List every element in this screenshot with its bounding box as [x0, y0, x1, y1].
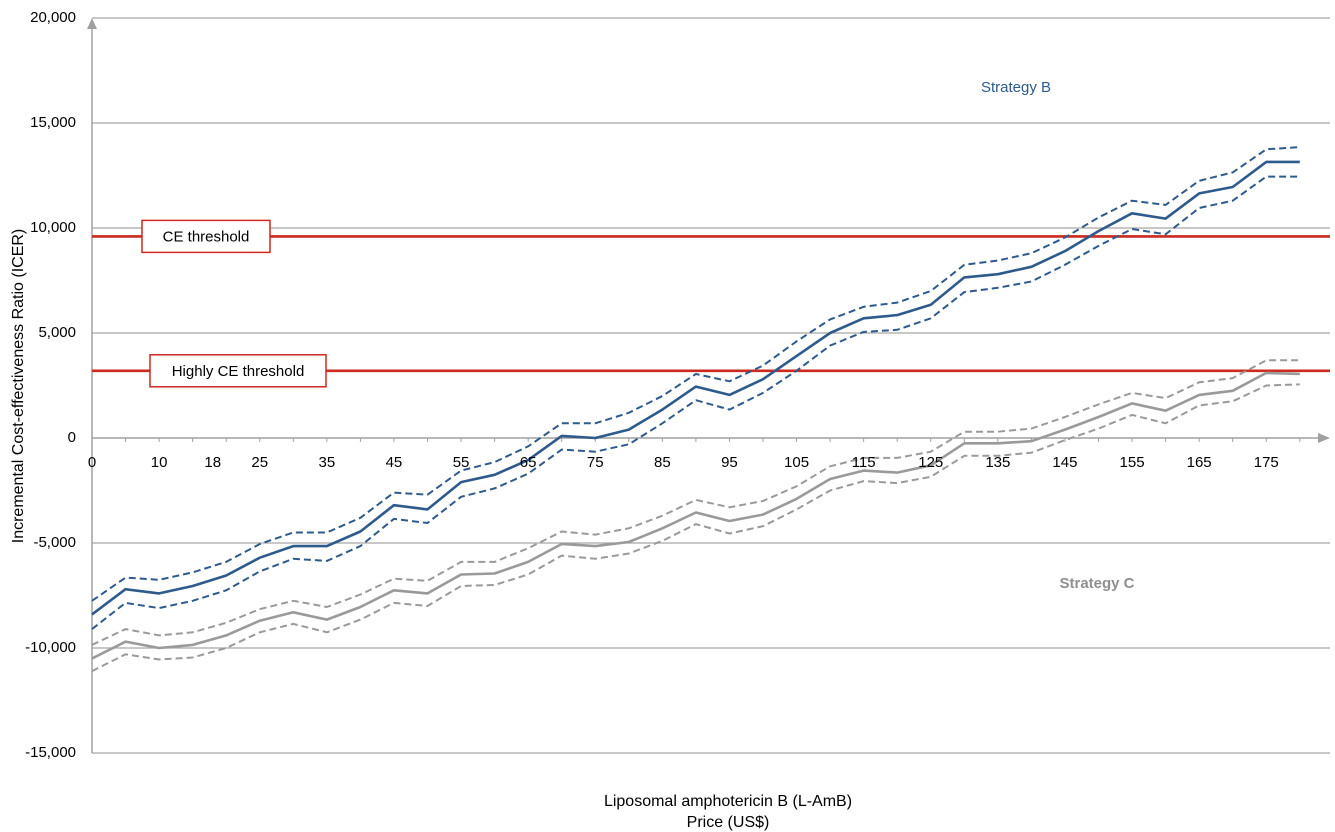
- y-tick-label: -5,000: [33, 534, 76, 551]
- thresholds: [92, 235, 1330, 373]
- series-ci-bound-line: [91, 175, 1300, 630]
- gridlines: [92, 17, 1330, 754]
- x-tick-label: 115: [852, 454, 876, 471]
- y-tick-label: 10,000: [30, 219, 76, 236]
- x-tick-label: 165: [1187, 454, 1212, 471]
- y-tick-label: 0: [68, 429, 76, 446]
- x-tick-labels: 0 10 18 25 35 45 55 65 75 85 95 105 115 125 135 145 155 1…: [88, 454, 1279, 471]
- x-tick-label: 105: [784, 454, 809, 471]
- x-tick-label: 175: [1254, 454, 1279, 471]
- x-tick-label: 85: [654, 454, 671, 471]
- x-tick-label: 145: [1052, 454, 1077, 471]
- y-tick-label: 20,000: [30, 9, 76, 26]
- threshold-label-box: [141, 219, 271, 254]
- x-tick-label: 155: [1120, 454, 1145, 471]
- annotation-strategy-c: Strategy C: [1059, 575, 1134, 592]
- x-tick-label: 0: [88, 454, 96, 471]
- x-tick-label: 35: [319, 454, 336, 471]
- x-tick-label: 55: [453, 454, 470, 471]
- x-axis-title-line-2: Price (US$): [687, 814, 770, 831]
- x-tick-label: 125: [918, 454, 943, 471]
- series-ci-bound-line: [91, 359, 1300, 646]
- series-ci-bound-line: [91, 146, 1300, 602]
- x-axis-arrow-icon: [1318, 433, 1330, 443]
- threshold-label: Highly CE threshold: [172, 363, 305, 380]
- x-tick-label: 65: [520, 454, 537, 471]
- y-axis-title: Incremental Cost-effectiveness Ratio (IC…: [10, 229, 27, 543]
- x-tick-label: 18: [204, 454, 221, 471]
- x-axis-title-line-1: Liposomal amphotericin B (L-AmB): [604, 793, 852, 810]
- y-tick-labels: -15,000 -10,000 -5,000 0 5,000 10,000 15,000 20…: [25, 9, 76, 761]
- x-tick-label: 95: [721, 454, 738, 471]
- x-tick-label: 45: [386, 454, 403, 471]
- threshold-label-box: [149, 354, 327, 388]
- y-tick-label: -15,000: [25, 744, 76, 761]
- series-lines: [91, 146, 1300, 672]
- series-strategy-b-line: [91, 160, 1300, 616]
- threshold-label: CE threshold: [163, 228, 250, 245]
- y-tick-label: 5,000: [38, 324, 76, 341]
- x-tick-label: 25: [251, 454, 268, 471]
- axes: [87, 18, 1330, 753]
- x-tick-label: 75: [587, 454, 604, 471]
- annotation-strategy-b: Strategy B: [981, 79, 1051, 96]
- y-axis-arrow-icon: [87, 18, 97, 29]
- threshold-labels: CE threshold Highly CE threshold: [141, 219, 327, 388]
- y-tick-label: -10,000: [25, 639, 76, 656]
- x-tick-label: 10: [151, 454, 168, 471]
- x-tick-label: 135: [985, 454, 1010, 471]
- series-strategy-c-line: [91, 371, 1300, 660]
- y-tick-label: 15,000: [30, 114, 76, 131]
- series-ci-bound-line: [91, 383, 1300, 672]
